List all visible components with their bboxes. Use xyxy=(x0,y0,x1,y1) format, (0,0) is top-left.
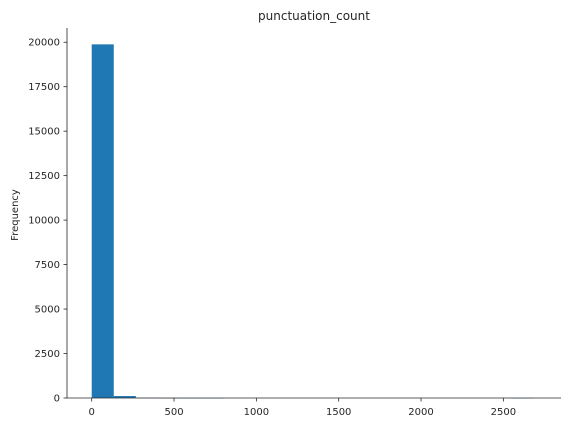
chart-title: punctuation_count xyxy=(258,9,370,23)
y-tick-label: 0 xyxy=(54,394,60,405)
x-tick-label: 1000 xyxy=(244,407,269,418)
histogram-bar xyxy=(113,396,136,398)
x-tick-label: 0 xyxy=(89,407,95,418)
x-tick-label: 2500 xyxy=(491,407,516,418)
bars-group xyxy=(91,44,534,399)
x-tick-label: 2000 xyxy=(408,407,433,418)
x-tick-label: 500 xyxy=(164,407,183,418)
y-axis-title: Frequency xyxy=(10,189,21,241)
histogram-bar xyxy=(91,44,114,398)
y-tick-label: 10000 xyxy=(28,216,60,227)
y-tick-label: 20000 xyxy=(28,38,60,49)
y-tick-label: 7500 xyxy=(35,260,60,271)
x-tick-label: 1500 xyxy=(326,407,351,418)
y-tick-label: 2500 xyxy=(35,349,60,360)
y-tick-label: 15000 xyxy=(28,127,60,138)
y-tick-label: 12500 xyxy=(28,171,60,182)
y-tick-label: 5000 xyxy=(35,305,60,316)
x-axis-ticks: 0 500 1000 1500 2000 2500 xyxy=(89,398,516,418)
y-tick-label: 17500 xyxy=(28,82,60,93)
y-axis-ticks: 0 2500 5000 7500 10000 12500 15000 17500 20000 xyxy=(28,38,67,405)
